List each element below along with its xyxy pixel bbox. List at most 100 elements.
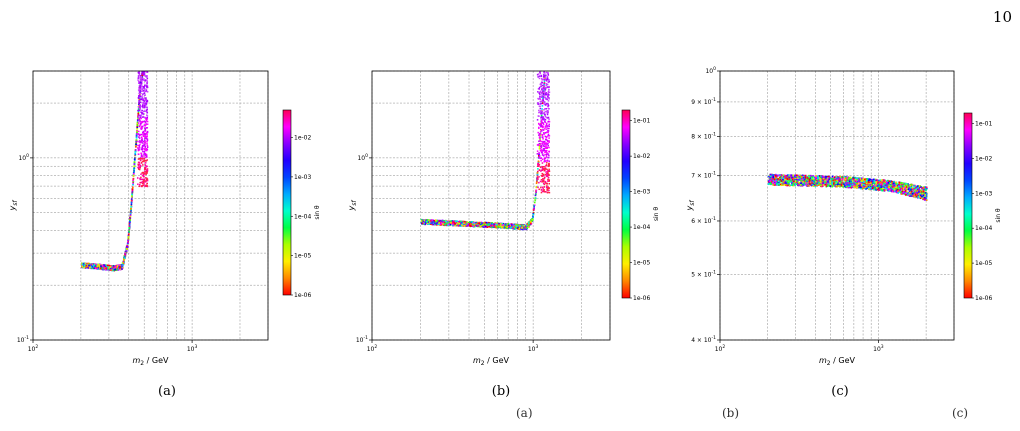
data-point (544, 108, 546, 110)
data-point (486, 223, 488, 226)
data-point (544, 94, 547, 96)
data-point (137, 112, 140, 115)
data-point (485, 224, 487, 226)
data-point (110, 269, 113, 271)
data-point (547, 90, 550, 93)
data-point (540, 110, 542, 113)
data-point (146, 159, 148, 161)
data-point (542, 97, 544, 99)
data-point (123, 256, 126, 258)
data-point (468, 222, 471, 224)
data-point (544, 96, 547, 99)
data-point (429, 219, 432, 222)
data-point (540, 102, 543, 105)
data-point (806, 185, 809, 187)
data-point (429, 223, 432, 226)
data-point (146, 165, 148, 168)
data-point (97, 263, 99, 266)
data-point (543, 102, 545, 104)
data-point (541, 105, 544, 107)
data-point (127, 238, 130, 241)
data-point (131, 187, 134, 190)
data-point (424, 221, 426, 224)
data-point (126, 246, 128, 248)
data-point (94, 265, 97, 268)
data-point (138, 149, 141, 151)
data-point (541, 158, 544, 161)
data-point (794, 184, 796, 187)
data-point (119, 265, 121, 268)
data-point (541, 181, 543, 183)
data-point (522, 223, 525, 226)
data-point (537, 143, 540, 146)
data-point (462, 221, 465, 223)
data-point (426, 219, 428, 221)
data-point (545, 186, 548, 188)
data-point (463, 222, 465, 224)
data-point (144, 79, 147, 81)
data-point (143, 143, 145, 145)
data-point (523, 225, 526, 227)
data-point (544, 151, 547, 153)
data-point (541, 179, 544, 182)
data-point (122, 260, 125, 263)
data-point (146, 116, 149, 119)
data-point (93, 264, 96, 266)
data-point (537, 155, 540, 157)
data-point (105, 268, 108, 270)
data-point (537, 73, 540, 75)
data-point (96, 265, 99, 267)
data-point (542, 112, 545, 114)
data-point (547, 174, 550, 176)
data-point (139, 89, 141, 91)
data-point (146, 130, 149, 133)
data-point (818, 175, 821, 177)
data-point (543, 90, 546, 93)
data-point (539, 98, 542, 101)
data-point (538, 163, 541, 166)
data-point (532, 215, 534, 218)
data-point (142, 184, 144, 187)
data-point (547, 133, 550, 136)
data-point (130, 207, 132, 210)
data-point (546, 143, 548, 146)
data-point (438, 222, 440, 224)
data-point (482, 226, 484, 228)
data-point (94, 267, 97, 269)
data-point (467, 224, 470, 227)
data-point (137, 144, 139, 147)
data-point (546, 149, 548, 152)
data-point (124, 252, 126, 255)
data-point (781, 174, 784, 177)
data-point (546, 80, 548, 82)
data-point (919, 185, 922, 187)
data-point (457, 225, 460, 227)
data-point (540, 84, 543, 86)
data-point (143, 74, 146, 77)
data-point (543, 189, 545, 191)
data-point (469, 222, 472, 225)
data-point (541, 186, 544, 188)
data-point (128, 233, 130, 236)
data-point (537, 91, 539, 93)
data-point (144, 121, 147, 124)
data-point (537, 163, 539, 165)
data-point (142, 85, 145, 88)
data-point (131, 195, 133, 198)
data-point (139, 116, 142, 118)
data-point (140, 161, 143, 164)
data-point (546, 83, 549, 86)
data-point (548, 187, 550, 189)
data-point (547, 91, 550, 94)
data-point (544, 173, 547, 176)
data-point (468, 221, 471, 223)
data-point (480, 221, 483, 224)
data-point (547, 130, 550, 132)
data-point (143, 105, 146, 107)
data-point (496, 224, 499, 227)
data-point (449, 223, 452, 226)
data-point (138, 168, 140, 170)
data-point (533, 205, 535, 208)
data-point (143, 89, 145, 92)
data-point (533, 207, 535, 209)
